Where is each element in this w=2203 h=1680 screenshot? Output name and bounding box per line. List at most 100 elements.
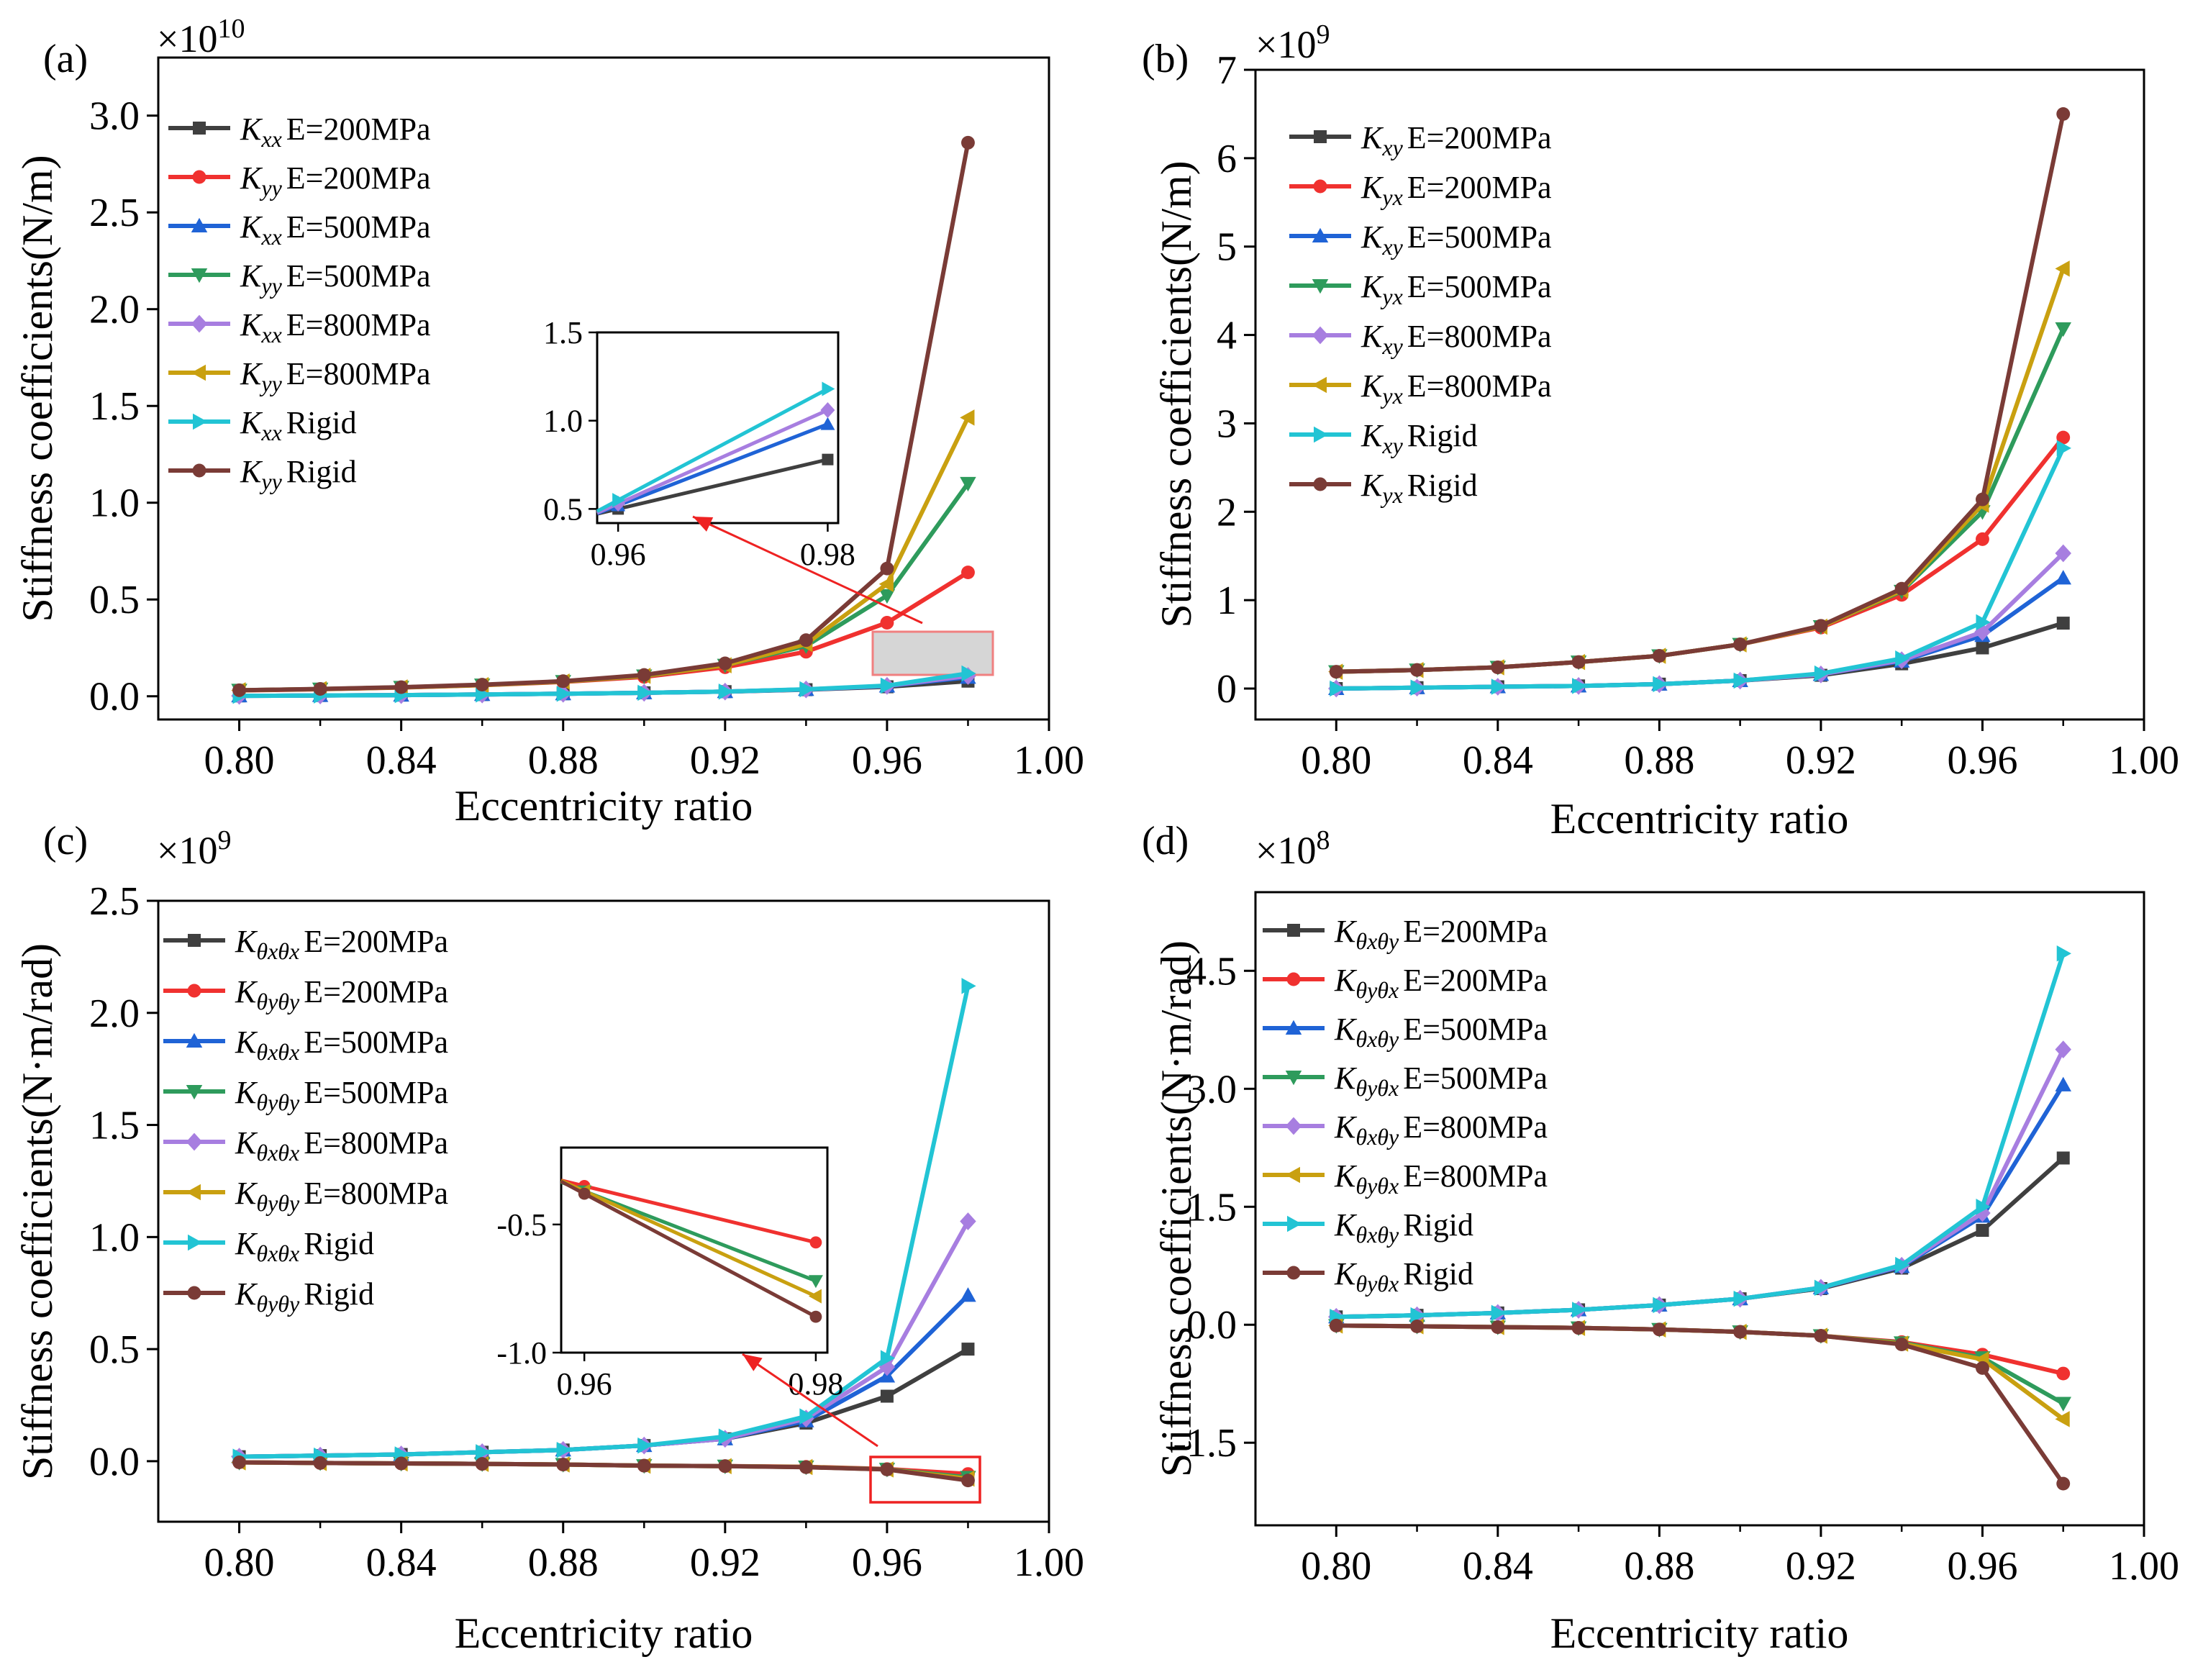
legend-subscript: θxθx <box>256 1240 299 1266</box>
legend-condition: E=800MPa <box>304 1176 448 1211</box>
legend-label: Kθyθy E=500MPa <box>235 1075 448 1115</box>
x-tick-label: 0.84 <box>366 738 437 783</box>
legend-item: Kyy E=500MPa <box>168 258 431 299</box>
legend-symbol: K <box>235 974 258 1009</box>
data-point <box>718 1428 734 1445</box>
legend-marker <box>1286 1266 1301 1280</box>
legend-marker <box>191 268 208 283</box>
inset-y-tick-label: 1.0 <box>543 404 583 439</box>
data-point <box>1733 1290 1748 1307</box>
data-point <box>1895 650 1910 667</box>
data-point <box>1814 619 1828 633</box>
legend-condition: Rigid <box>1403 1207 1473 1243</box>
x-tick-label: 0.92 <box>1786 738 1856 783</box>
legend-label: Kθyθy E=800MPa <box>235 1176 448 1216</box>
series-line <box>1336 1323 2066 1485</box>
data-point <box>1330 680 1345 697</box>
data-point <box>1814 1279 1830 1297</box>
y-tick-label: 2.0 <box>89 288 140 332</box>
data-point <box>718 656 732 671</box>
legend-item: Kyy E=800MPa <box>168 356 431 396</box>
series-θxθx-E200MPa <box>232 1343 975 1463</box>
legend-symbol: K <box>240 356 263 391</box>
legend-marker <box>193 413 208 430</box>
y-tick-label: -1.5 <box>1173 1421 1237 1466</box>
legend-subscript: θyθx <box>1355 977 1399 1003</box>
inset-y-tick-label: -0.5 <box>496 1207 547 1243</box>
data-point <box>1733 1325 1748 1339</box>
x-tick-label: 0.80 <box>204 738 275 783</box>
legend-label: Kyx E=500MPa <box>1361 269 1552 309</box>
legend-condition: E=800MPa <box>1403 1109 1548 1145</box>
x-tick-label: 0.88 <box>1624 1544 1694 1589</box>
series-line <box>239 1347 969 1459</box>
legend-label: Kyy E=500MPa <box>240 258 431 299</box>
data-point <box>1410 1307 1425 1324</box>
x-tick-label: 0.88 <box>528 1540 599 1585</box>
data-point <box>961 665 976 682</box>
data-point <box>1572 1302 1587 1318</box>
legend-subscript: xx <box>260 126 281 152</box>
axes-frame <box>157 899 1050 1523</box>
legend-marker <box>1285 1020 1302 1035</box>
inset-x-tick-label: 0.98 <box>800 537 855 572</box>
legend-item: Kyy E=200MPa <box>168 160 431 201</box>
data-point <box>2056 1366 2071 1381</box>
legend-symbol: K <box>1334 1061 1358 1096</box>
y-tick-label: 0.5 <box>89 1327 140 1372</box>
legend-condition: E=200MPa <box>1407 120 1552 155</box>
legend-condition: E=500MPa <box>286 258 431 294</box>
legend-subscript: θyθx <box>1355 1271 1399 1297</box>
data-point <box>2055 322 2071 337</box>
legend-marker <box>1312 227 1329 242</box>
legend-item: Kθxθy E=200MPa <box>1263 914 1548 954</box>
series-line <box>1336 953 2066 1320</box>
legend-marker <box>191 217 208 232</box>
series-yy-Rigid <box>232 135 975 697</box>
legend-item: Kθyθx E=500MPa <box>1263 1061 1548 1101</box>
legend-subscript: θyθx <box>1355 1173 1399 1199</box>
legend-condition: E=800MPa <box>286 307 431 342</box>
data-point <box>475 678 489 692</box>
legend-subscript: yx <box>1380 482 1402 508</box>
series-xx-Rigid <box>232 665 976 704</box>
legend-marker <box>1314 426 1329 443</box>
axis-multiplier: ×108 <box>1255 825 1330 872</box>
legend-marker <box>192 170 206 184</box>
axis-multiplier: ×109 <box>157 825 231 872</box>
data-point <box>2055 260 2070 277</box>
legend-symbol: K <box>1334 914 1358 949</box>
panel-d: 0.80 0.84 0.88 0.92 0.96 1.00 -1.5 0.0 1.5 3.0 4.5… <box>1142 819 2179 1657</box>
legend-marker <box>1285 1166 1300 1184</box>
legend-label: Kθyθy E=200MPa <box>235 974 448 1014</box>
y-tick-label: 2.0 <box>89 991 140 1036</box>
data-point <box>1976 1224 1989 1238</box>
legend-label: Kxy E=200MPa <box>1361 120 1552 160</box>
x-tick-label: 1.00 <box>1014 1540 1084 1585</box>
x-tick-label: 1.00 <box>2109 1544 2179 1589</box>
data-point <box>878 576 894 592</box>
data-point <box>556 674 571 689</box>
legend-condition: Rigid <box>286 405 357 440</box>
inset-data-point <box>809 1236 822 1249</box>
legend-condition: E=500MPa <box>1407 269 1552 304</box>
legend-marker <box>186 1132 203 1151</box>
legend-marker <box>193 122 206 135</box>
data-point <box>2056 1151 2070 1165</box>
legend-marker <box>188 1234 203 1251</box>
legend-label: Kyx E=200MPa <box>1361 170 1552 210</box>
legend-symbol: K <box>235 1276 258 1312</box>
x-tick-label: 0.96 <box>852 1540 922 1585</box>
axes-frame <box>157 56 1050 721</box>
inset-data-point <box>578 1187 591 1200</box>
legend-subscript: xy <box>1381 234 1403 260</box>
y-tick-label: 3.0 <box>1186 1067 1237 1112</box>
data-point <box>880 677 896 694</box>
legend-item: Kθxθx E=200MPa <box>163 924 448 964</box>
data-point <box>799 681 814 698</box>
y-tick-label: 2.5 <box>89 191 140 235</box>
legend-label: Kyy Rigid <box>240 454 357 494</box>
inset-y-tick-label: 0.5 <box>543 491 583 527</box>
series-line <box>1336 113 2066 674</box>
y-tick-label: 6 <box>1217 137 1237 181</box>
